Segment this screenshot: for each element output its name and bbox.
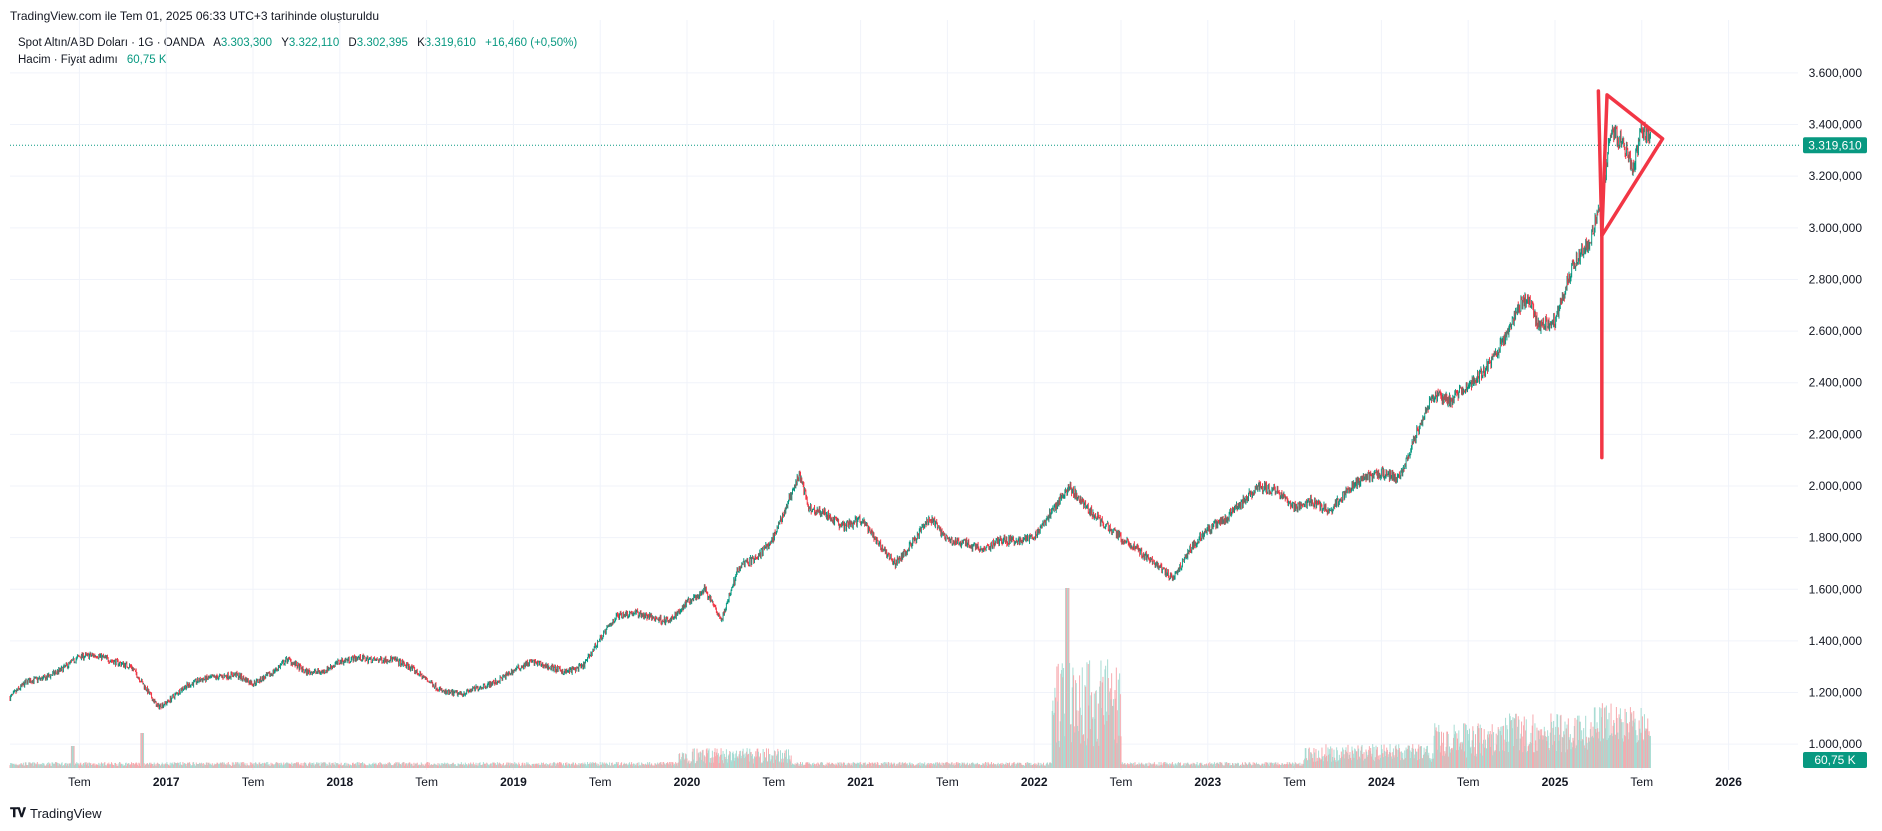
time-tick-label: Tem — [415, 775, 438, 789]
price-tick-label: 3.000,000 — [1809, 221, 1863, 235]
price-tick-label: 2.600,000 — [1809, 324, 1863, 338]
volume-label[interactable]: Hacim · Fiyat adımı — [18, 54, 118, 66]
time-tick-label: Tem — [242, 775, 265, 789]
time-tick-label: 2023 — [1194, 775, 1221, 789]
price-tick-label: 3.600,000 — [1809, 66, 1863, 80]
time-tick-label: 2018 — [326, 775, 353, 789]
price-tick-label: 1.400,000 — [1809, 634, 1863, 648]
price-tick-label: 1.200,000 — [1809, 686, 1863, 700]
close-label: K — [417, 37, 425, 49]
close-value: 3.319,610 — [424, 37, 476, 49]
time-tick-label: 2020 — [674, 775, 701, 789]
low-value: 3.302,395 — [356, 37, 408, 49]
grid-lines — [10, 20, 1798, 770]
price-tick-label: 2.200,000 — [1809, 427, 1863, 441]
price-tick-label: 3.400,000 — [1809, 118, 1863, 132]
price-tick-label: 1.600,000 — [1809, 582, 1863, 596]
price-tick-label: 1.800,000 — [1809, 531, 1863, 545]
change-value: +16,460 (+0,50%) — [485, 37, 578, 49]
price-axis[interactable]: 3.600,000 3.400,000 3.200,000 3.000,000 2.80… — [1809, 66, 1863, 751]
high-label: Y — [281, 37, 289, 49]
time-tick-label: 2017 — [153, 775, 180, 789]
chart-caption: TradingView.com ile Tem 01, 2025 06:33 U… — [10, 9, 379, 23]
time-tick-label: 2022 — [1021, 775, 1048, 789]
time-tick-label: 2021 — [847, 775, 874, 789]
open-value: 3.303,300 — [220, 37, 273, 49]
time-axis[interactable]: Tem 2017 Tem 2018 Tem 2019 Tem 2020 Tem 2021 Tem 20… — [68, 775, 1742, 789]
low-label: D — [348, 37, 357, 49]
symbol-label[interactable]: Spot Altın/ABD Doları · 1G · OANDA — [18, 37, 204, 49]
price-tick-label: 1.000,000 — [1809, 737, 1863, 751]
high-value: 3.322,110 — [288, 37, 340, 49]
time-tick-label: Tem — [762, 775, 785, 789]
chart-legend: Spot Altın/ABD Doları · 1G · OANDA A3.30… — [18, 35, 577, 69]
candles — [9, 121, 1651, 710]
volume-value: 60,75 K — [126, 54, 167, 66]
time-tick-label: Tem — [936, 775, 959, 789]
time-tick-label: 2019 — [500, 775, 527, 789]
price-tick-label: 3.200,000 — [1809, 169, 1863, 183]
time-tick-label: Tem — [589, 775, 612, 789]
time-tick-label: Tem — [68, 775, 91, 789]
ohlc-row: Spot Altın/ABD Doları · 1G · OANDA A3.30… — [18, 35, 577, 52]
price-tick-label: 2.800,000 — [1809, 272, 1863, 286]
time-tick-label: Tem — [1110, 775, 1133, 789]
price-chart[interactable]: 3.600,000 3.400,000 3.200,000 3.000,000 2.80… — [0, 0, 1882, 800]
volume-bars — [9, 588, 1651, 768]
price-tick-label: 2.400,000 — [1809, 376, 1863, 390]
open-label: A — [213, 37, 221, 49]
price-tick-label: 2.000,000 — [1809, 479, 1863, 493]
volume-row: Hacim · Fiyat adımı 60,75 K — [18, 52, 577, 69]
